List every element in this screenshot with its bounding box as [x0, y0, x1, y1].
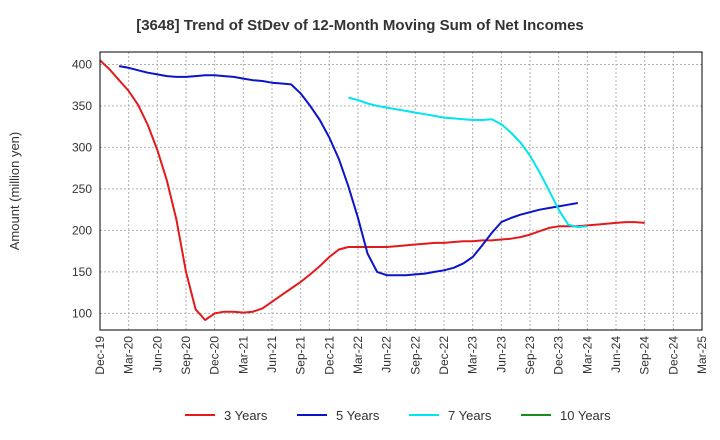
x-tick-label: Dec-20	[208, 336, 222, 375]
x-tick-label: Sep-23	[523, 336, 537, 375]
series-line	[99, 59, 645, 321]
x-tick-label: Dec-19	[93, 336, 107, 375]
x-tick-label: Jun-22	[380, 336, 394, 373]
x-tick-label: Jun-23	[494, 336, 508, 373]
y-tick-label: 350	[72, 99, 92, 113]
y-tick-label: 200	[72, 223, 92, 237]
chart-title: [3648] Trend of StDev of 12-Month Moving…	[136, 17, 584, 34]
x-tick-label: Sep-24	[638, 336, 652, 375]
series-layer	[99, 59, 645, 321]
x-tick-label: Sep-20	[179, 336, 193, 375]
y-tick-label: 100	[72, 306, 92, 320]
x-tick-label: Mar-24	[580, 336, 594, 374]
x-tick-label: Dec-23	[552, 336, 566, 375]
y-tick-label: 150	[72, 265, 92, 279]
y-ticks: 100 150 200 250 300 350 400	[72, 57, 92, 320]
y-tick-label: 250	[72, 182, 92, 196]
y-tick-label: 300	[72, 140, 92, 154]
x-tick-label: Mar-22	[351, 336, 365, 374]
x-tick-label: Dec-24	[666, 336, 680, 375]
x-tick-label: Dec-21	[322, 336, 336, 375]
legend-label: 7 Years	[448, 408, 492, 423]
x-tick-label: Jun-24	[609, 336, 623, 373]
x-tick-label: Mar-25	[695, 336, 709, 374]
x-tick-label: Mar-20	[122, 336, 136, 374]
legend-label: 3 Years	[224, 408, 268, 423]
x-tick-label: Sep-22	[408, 336, 422, 375]
x-tick-label: Dec-22	[437, 336, 451, 375]
y-axis-title: Amount (million yen)	[7, 132, 22, 251]
x-tick-label: Mar-23	[466, 336, 480, 374]
y-tick-label: 400	[72, 57, 92, 71]
grid-layer	[99, 52, 703, 330]
x-tick-label: Jun-21	[265, 336, 279, 373]
legend-label: 10 Years	[560, 408, 611, 423]
x-ticks: Dec-19 Mar-20 Jun-20 Sep-20 Dec-20 Mar-21 Jun-…	[93, 336, 709, 375]
legend: 3 Years 5 Years 7 Years 10 Years	[185, 408, 611, 423]
plot-frame	[99, 51, 703, 331]
legend-label: 5 Years	[336, 408, 380, 423]
x-tick-label: Mar-21	[236, 336, 250, 374]
x-tick-label: Sep-21	[294, 336, 308, 375]
series-line	[118, 65, 578, 277]
x-tick-label: Jun-20	[150, 336, 164, 373]
series-line	[348, 96, 588, 229]
